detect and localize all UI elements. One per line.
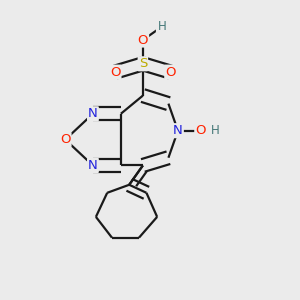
Text: H: H bbox=[210, 124, 219, 137]
Text: O: O bbox=[195, 124, 206, 137]
Text: N: N bbox=[173, 124, 183, 137]
Text: H: H bbox=[210, 124, 220, 137]
Text: O: O bbox=[60, 133, 70, 146]
Text: S: S bbox=[139, 57, 147, 70]
Text: O: O bbox=[165, 66, 176, 79]
Text: H: H bbox=[158, 20, 166, 33]
Text: H: H bbox=[157, 20, 167, 33]
Text: O: O bbox=[138, 34, 148, 46]
Text: O: O bbox=[110, 66, 121, 79]
Text: N: N bbox=[88, 159, 98, 172]
Text: N: N bbox=[88, 107, 98, 120]
